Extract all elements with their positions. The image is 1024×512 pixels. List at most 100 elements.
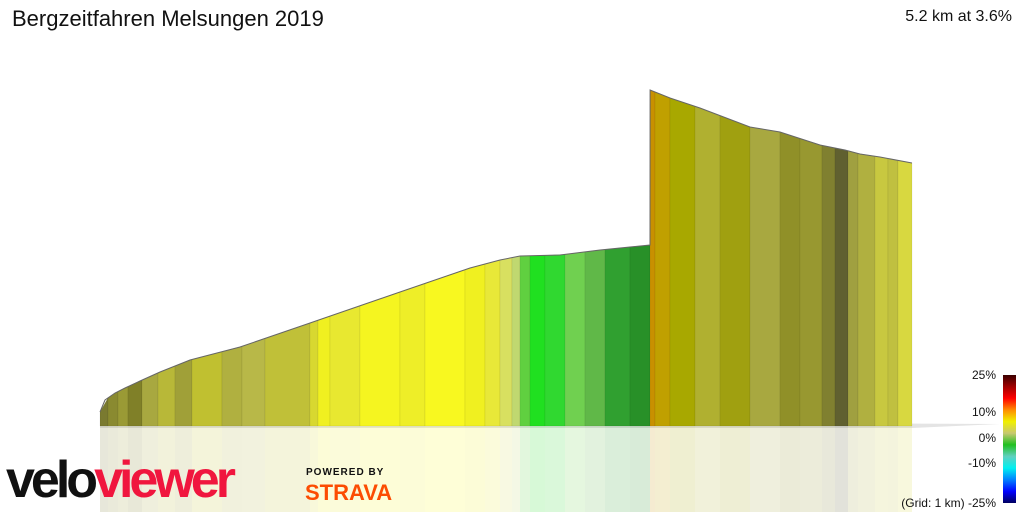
profile-segment — [834, 147, 849, 427]
profile-reflection-segment — [175, 426, 192, 512]
profile-segment — [799, 138, 823, 427]
profile-segment — [694, 105, 721, 427]
legend-grid-and-min: (Grid: 1 km) -25% — [901, 496, 996, 510]
profile-segment — [519, 255, 531, 427]
grid-label: (Grid: 1 km) — [901, 496, 965, 510]
profile-segment — [584, 249, 606, 427]
profile-segment — [399, 283, 426, 427]
profile-reflection-segment — [500, 426, 512, 512]
profile-reflection-segment — [800, 426, 822, 512]
profile-segment — [117, 386, 129, 427]
profile-reflection-segment — [780, 426, 800, 512]
profile-outline — [99, 89, 913, 413]
profile-reflection-segment — [898, 426, 912, 512]
profile-reflection-segment — [142, 426, 158, 512]
profile-reflection-segment — [265, 426, 310, 512]
profile-segment — [424, 269, 466, 427]
profile-reflection-segment — [158, 426, 175, 512]
profile-reflection-segment — [875, 426, 888, 512]
strava-logo[interactable]: STRAVA — [305, 480, 393, 505]
profile-reflection-segment — [835, 426, 848, 512]
legend-label-minus10: -10% — [967, 456, 996, 470]
veloviewer-logo[interactable]: veloviewer — [6, 451, 236, 509]
profile-segment — [654, 91, 671, 427]
profile-reflection-segment — [630, 426, 650, 512]
profile-segment — [157, 365, 176, 427]
profile-segment — [857, 153, 876, 427]
profile-reflection-segment — [360, 426, 400, 512]
profile-reflection-segment — [330, 426, 360, 512]
profile-reflection-segment — [848, 426, 858, 512]
legend-label-25: 25% — [971, 368, 996, 382]
profile-segment — [309, 319, 319, 427]
profile-segment — [897, 160, 913, 427]
profile-reflection-segment — [128, 426, 142, 512]
profile-segment — [529, 255, 546, 427]
legend-label-0: 0% — [978, 431, 996, 445]
profile-segment — [464, 263, 486, 427]
profile-segment — [317, 315, 331, 427]
powered-by-label: POWERED BY — [306, 467, 385, 478]
profile-segment — [649, 89, 656, 427]
profile-segment — [669, 97, 696, 427]
profile-reflection-segment — [888, 426, 898, 512]
profile-reflection-segment — [100, 426, 108, 512]
profile-reflection-segment — [650, 426, 655, 512]
profile-reflection-segment — [108, 426, 118, 512]
profile-segment — [174, 359, 193, 427]
profile-segment — [191, 351, 223, 427]
profile-reflection-segment — [425, 426, 465, 512]
profile-reflection-segment — [530, 426, 545, 512]
profile-reflection-segment — [400, 426, 425, 512]
profile-reflection-segment — [520, 426, 530, 512]
profile-reflection-segment — [318, 426, 330, 512]
profile-reflection-segment — [545, 426, 565, 512]
profile-reflection-segment — [242, 426, 265, 512]
profile-reflection-segment — [118, 426, 128, 512]
profile-segment — [221, 345, 243, 427]
profile-reflection-segment — [310, 426, 318, 512]
profile-segment — [359, 291, 401, 427]
profile-segment — [499, 257, 513, 427]
legend-label-minus25: -25% — [967, 496, 996, 510]
profile-segment — [241, 338, 266, 427]
profile-segment — [779, 131, 801, 427]
legend-label-10: 10% — [971, 405, 996, 419]
profile-segment — [264, 322, 311, 427]
profile-reflection-segment — [585, 426, 605, 512]
profile-segment — [564, 251, 586, 427]
profile-reflection-segment — [192, 426, 222, 512]
profile-segment — [719, 115, 751, 427]
profile-reflection-segment — [605, 426, 630, 512]
profile-segment — [127, 379, 143, 427]
profile-reflection-segment — [512, 426, 520, 512]
profile-segment — [847, 150, 859, 427]
profile-reflection-segment — [720, 426, 750, 512]
profile-reflection-segment — [655, 426, 670, 512]
profile-reflection-segment — [485, 426, 500, 512]
profile-segment — [329, 305, 361, 427]
profile-segment — [629, 244, 651, 427]
profile-segment — [604, 246, 631, 427]
profile-segment — [544, 254, 566, 427]
page-title: Bergzeitfahren Melsungen 2019 — [12, 6, 324, 31]
profile-reflection-segment — [222, 426, 242, 512]
profile-segment — [821, 145, 836, 427]
profile-segment — [874, 155, 889, 427]
profile-reflection-segment — [465, 426, 485, 512]
profile-segment — [749, 126, 781, 427]
route-summary: 5.2 km at 3.6% — [905, 8, 1012, 25]
profile-reflection-segment — [670, 426, 695, 512]
profile-reflection-segment — [822, 426, 835, 512]
gradient-color-scale — [1003, 375, 1016, 503]
profile-reflection-segment — [695, 426, 720, 512]
profile-segment — [484, 259, 501, 427]
profile-reflection-segment — [565, 426, 585, 512]
profile-reflection-segment — [750, 426, 780, 512]
profile-segment — [511, 255, 521, 427]
profile-segment — [141, 372, 159, 427]
logo-viewer: viewer — [94, 451, 236, 509]
profile-reflection-segment — [858, 426, 875, 512]
logo-velo: velo — [6, 451, 98, 509]
